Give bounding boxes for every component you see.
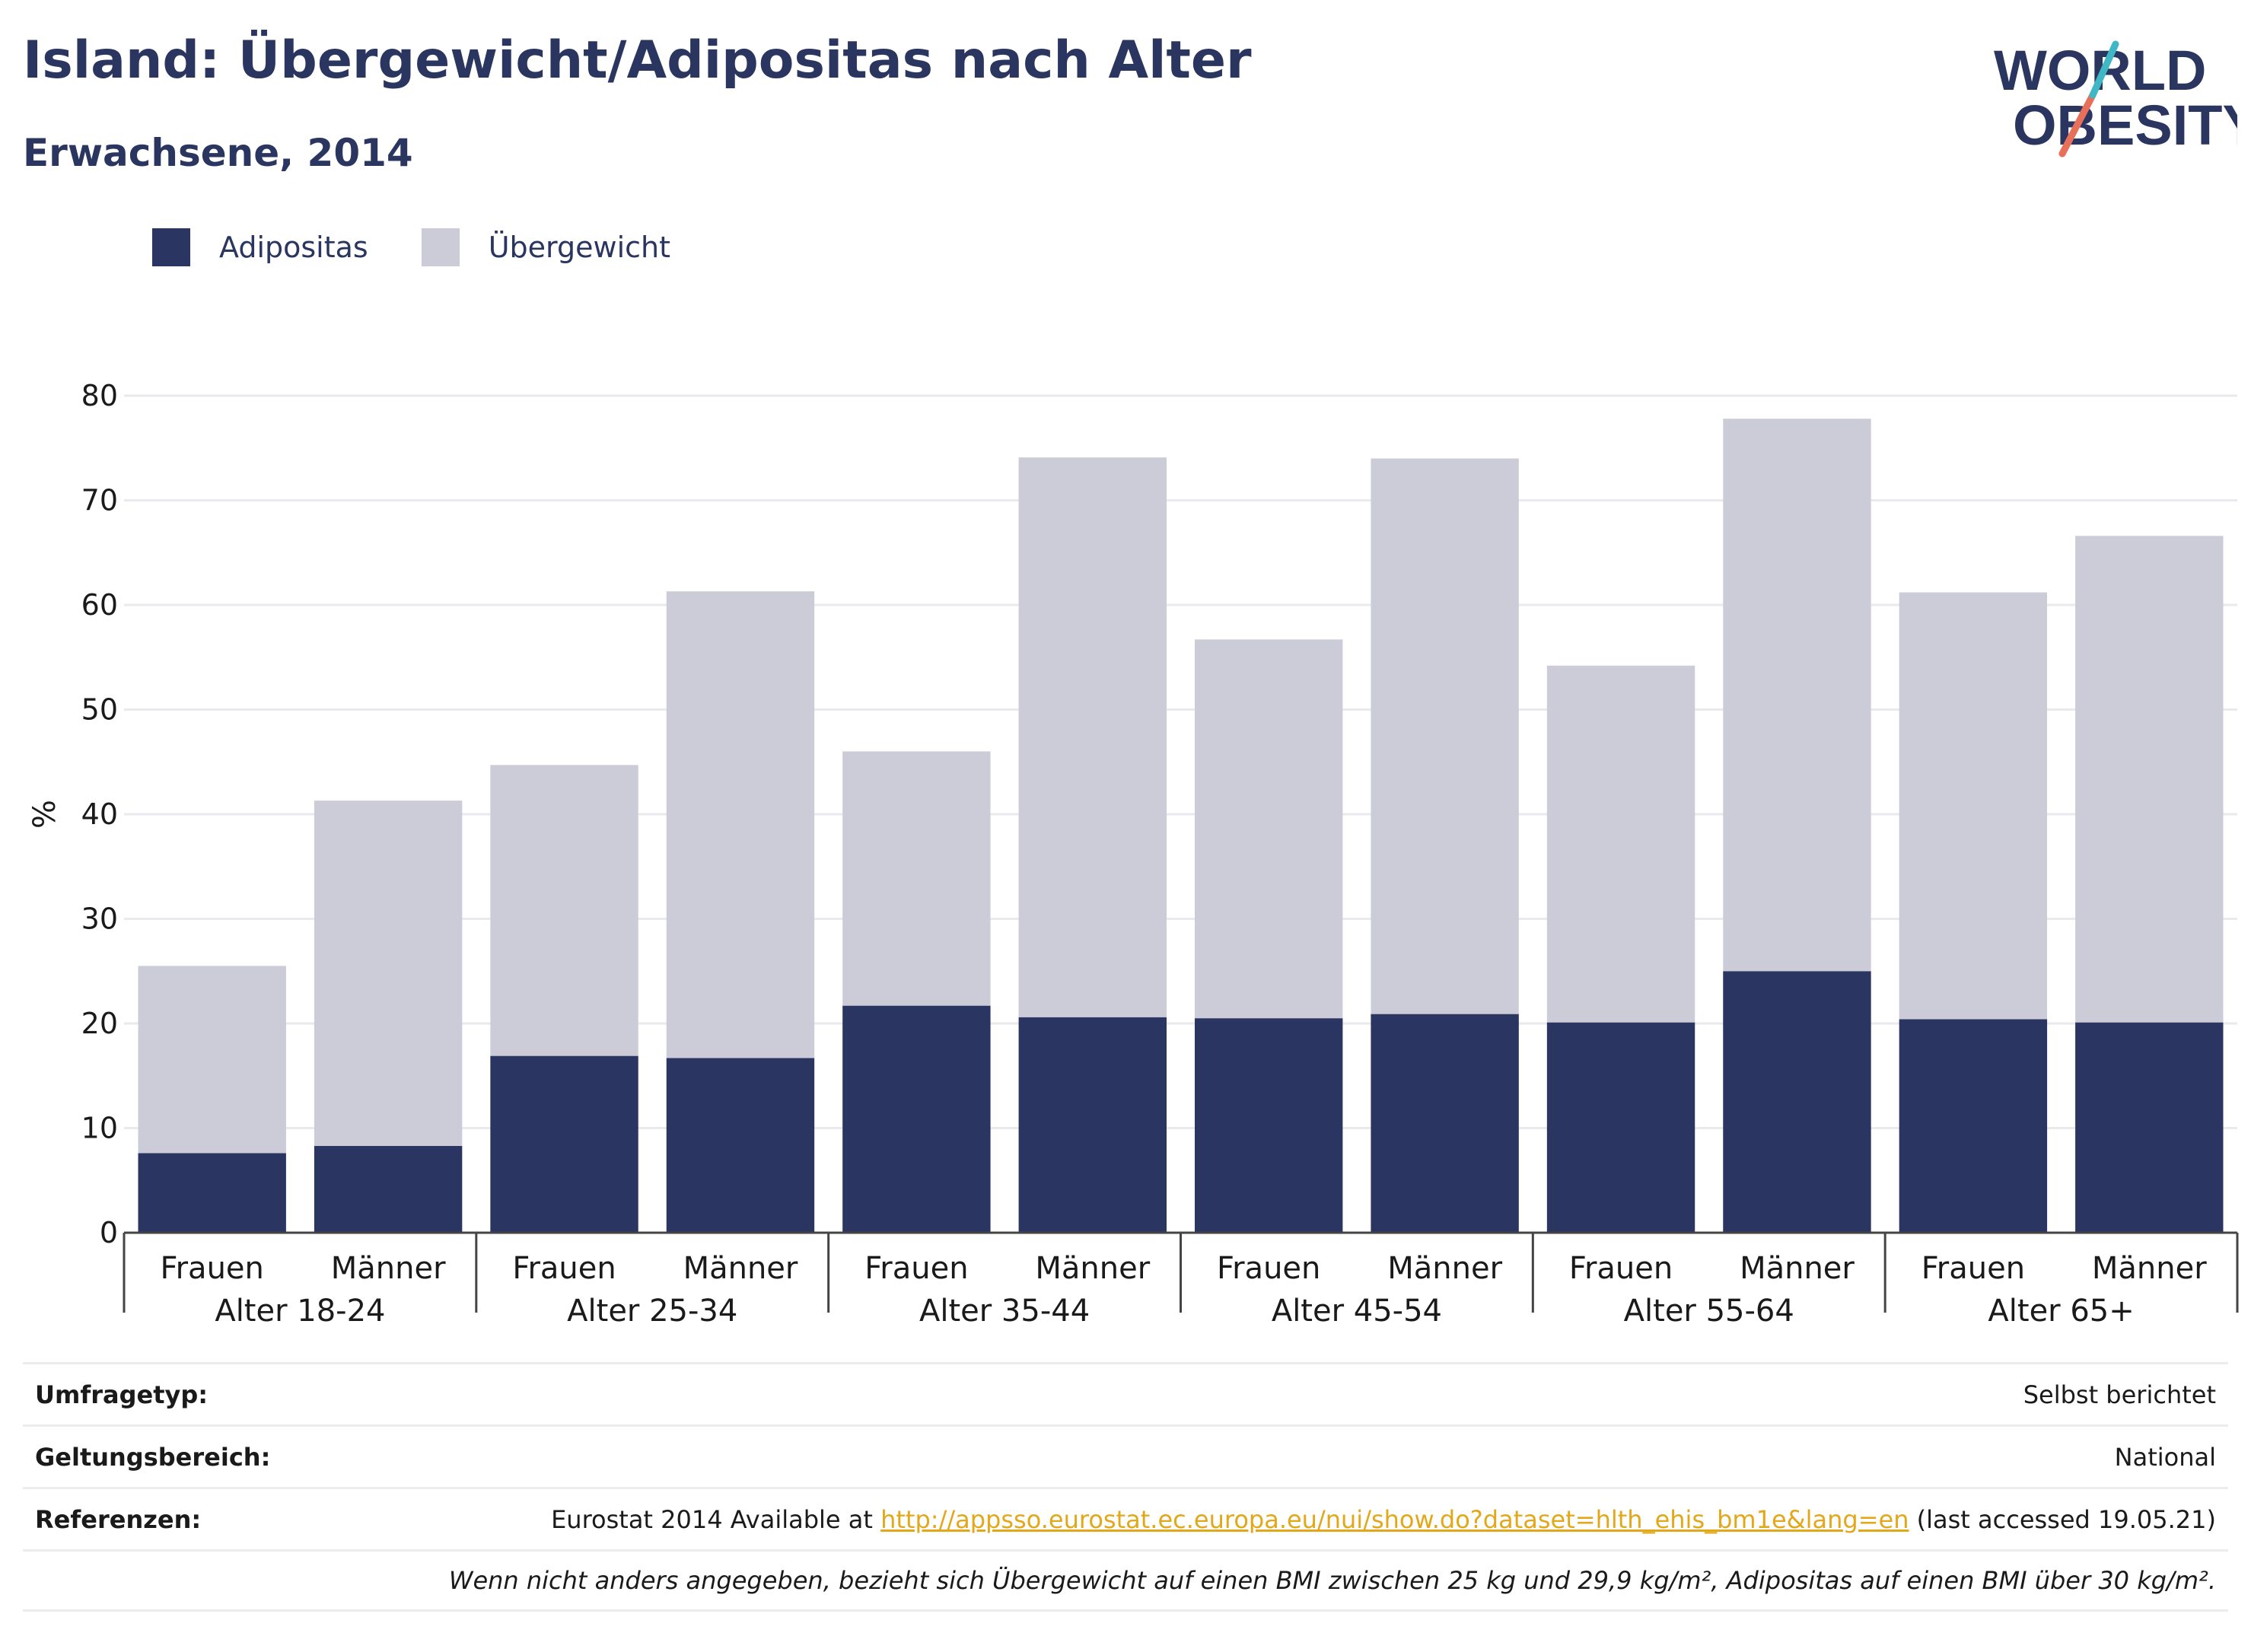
scope-label: Geltungsbereich: <box>35 1442 271 1472</box>
x-group-label-4: Alter 55-64 <box>1624 1294 1794 1329</box>
legend-swatch-adipositas <box>152 228 190 266</box>
x-sublabel-3: Männer <box>683 1251 798 1286</box>
bar-uebergewicht-11 <box>2075 536 2224 1023</box>
reference-prefix: Eurostat 2014 Available at <box>551 1504 881 1534</box>
y-tick-label-80: 80 <box>81 379 118 412</box>
x-sublabel-7: Männer <box>1387 1251 1502 1286</box>
survey-type-value: Selbst berichtet <box>2023 1380 2216 1409</box>
bar-adipositas-4 <box>842 1005 991 1233</box>
x-sublabel-10: Frauen <box>1921 1251 2025 1286</box>
bar-adipositas-5 <box>1018 1017 1167 1233</box>
bar-uebergewicht-7 <box>1371 458 1519 1014</box>
definition-note: Wenn nicht anders angegeben, bezieht sic… <box>448 1566 2216 1595</box>
stacked-bar-chart: 0 10 20 30 40 50 60 70 80% Frauen Männer Frauen Männ… <box>27 379 2239 1329</box>
y-tick-label-50: 50 <box>81 693 118 727</box>
bar-adipositas-7 <box>1371 1014 1519 1233</box>
world-obesity-logo: WORLD OBESITY <box>1994 39 2237 158</box>
y-axis-label: % <box>27 800 62 829</box>
legend-item-adipositas: Adipositas <box>152 228 368 266</box>
bar-uebergewicht-8 <box>1546 665 1695 1023</box>
survey-type-label: Umfragetyp: <box>35 1380 209 1409</box>
references-label: Referenzen: <box>35 1504 202 1534</box>
x-sublabel-9: Männer <box>1740 1251 1855 1286</box>
bar-adipositas-8 <box>1546 1022 1695 1233</box>
footer-row-scope: Geltungsbereich: National <box>23 1424 2228 1487</box>
reference-link[interactable]: http://appsso.eurostat.ec.europa.eu/nui/… <box>880 1504 1909 1534</box>
bar-uebergewicht-9 <box>1723 419 1871 972</box>
bar-uebergewicht-2 <box>490 765 638 1056</box>
logo-line2: OBESITY <box>2013 94 2237 157</box>
y-tick-label-10: 10 <box>81 1112 118 1145</box>
bar-adipositas-3 <box>666 1058 815 1233</box>
reference-suffix: (last accessed 19.05.21) <box>1909 1504 2216 1534</box>
y-tick-label-70: 70 <box>81 484 118 517</box>
x-sublabel-6: Frauen <box>1217 1251 1320 1286</box>
bar-adipositas-2 <box>490 1055 638 1233</box>
bar-adipositas-0 <box>138 1153 286 1233</box>
bar-uebergewicht-3 <box>666 591 815 1058</box>
footer-table: Umfragetyp: Selbst berichtet Geltungsber… <box>23 1362 2228 1612</box>
bar-adipositas-1 <box>314 1145 463 1233</box>
scope-value: National <box>2114 1442 2216 1472</box>
legend: Adipositas Übergewicht <box>152 224 724 270</box>
y-tick-label-60: 60 <box>81 588 118 622</box>
bar-adipositas-6 <box>1195 1018 1343 1233</box>
x-group-label-2: Alter 35-44 <box>919 1294 1090 1329</box>
bar-adipositas-10 <box>1899 1019 2048 1233</box>
x-group-label-3: Alter 45-54 <box>1272 1294 1442 1329</box>
bar-uebergewicht-0 <box>138 966 286 1154</box>
references-value: Eurostat 2014 Available at http://appsso… <box>551 1505 2216 1534</box>
bar-uebergewicht-6 <box>1195 639 1343 1019</box>
x-sublabel-2: Frauen <box>512 1251 616 1286</box>
y-tick-label-20: 20 <box>81 1007 118 1040</box>
x-sublabel-11: Männer <box>2092 1251 2207 1286</box>
bar-uebergewicht-4 <box>842 751 991 1006</box>
legend-label-adipositas: Adipositas <box>219 231 368 264</box>
footer-row-survey: Umfragetyp: Selbst berichtet <box>23 1362 2228 1424</box>
bar-adipositas-11 <box>2075 1022 2224 1233</box>
chart-title: Island: Übergewicht/Adipositas nach Alte… <box>23 30 1252 91</box>
legend-swatch-uebergewicht <box>421 228 460 266</box>
y-tick-label-30: 30 <box>81 902 118 936</box>
x-group-label-5: Alter 65+ <box>1988 1294 2134 1329</box>
y-tick-label-0: 0 <box>100 1216 118 1249</box>
legend-item-uebergewicht: Übergewicht <box>421 228 670 266</box>
x-group-label-0: Alter 18-24 <box>215 1294 385 1329</box>
footer-row-note: Wenn nicht anders angegeben, bezieht sic… <box>23 1549 2228 1612</box>
bar-uebergewicht-1 <box>314 801 463 1146</box>
legend-label-uebergewicht: Übergewicht <box>488 231 670 264</box>
bar-uebergewicht-5 <box>1018 457 1167 1017</box>
x-sublabel-0: Frauen <box>161 1251 264 1286</box>
footer-row-references: Referenzen: Eurostat 2014 Available at h… <box>23 1487 2228 1549</box>
x-sublabel-4: Frauen <box>864 1251 968 1286</box>
bar-uebergewicht-10 <box>1899 592 2048 1020</box>
y-tick-label-40: 40 <box>81 797 118 831</box>
x-group-label-1: Alter 25-34 <box>567 1294 737 1329</box>
chart-subtitle: Erwachsene, 2014 <box>23 131 413 175</box>
x-sublabel-8: Frauen <box>1569 1251 1673 1286</box>
bar-adipositas-9 <box>1723 971 1871 1233</box>
x-sublabel-1: Männer <box>331 1251 446 1286</box>
x-sublabel-5: Männer <box>1035 1251 1150 1286</box>
